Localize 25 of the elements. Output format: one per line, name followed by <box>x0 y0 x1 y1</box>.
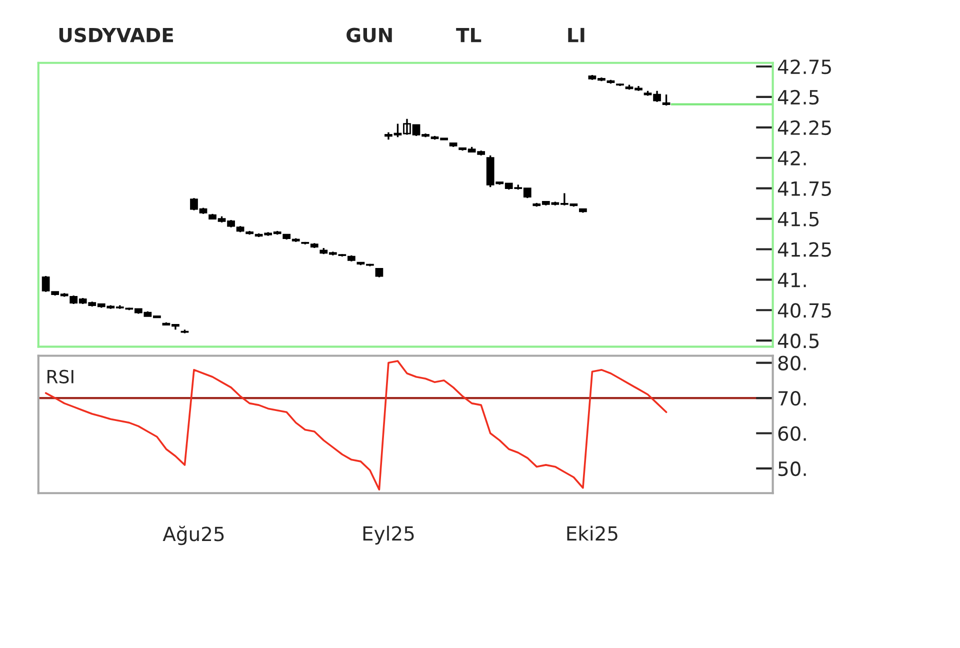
x-tick-label: Eyl25 <box>363 526 414 545</box>
x-tick-label: Eki25 <box>567 526 618 541</box>
y-tick-label: 41. <box>778 272 806 288</box>
x-tick-label: Ağu25 <box>162 526 224 546</box>
y-tick-label: 60. <box>778 426 806 441</box>
y-tick-label: 70. <box>778 390 806 406</box>
candlestick <box>616 82 624 87</box>
text: TL <box>456 28 482 42</box>
chart-title: USDYVADE <box>59 28 173 42</box>
y-tick-label: 42.5 <box>778 90 819 105</box>
text: GUN <box>346 28 392 42</box>
y-tick-label: 40.75 <box>778 303 831 318</box>
text: RSI <box>48 370 74 384</box>
y-tick-label: 50. <box>778 461 806 476</box>
line-series <box>44 360 668 491</box>
y-tick-label: 80. <box>778 356 806 370</box>
candlestick <box>180 328 189 334</box>
y-tick-label: 42. <box>778 150 806 166</box>
text: LI <box>568 28 584 42</box>
y-tick-label: 42.25 <box>778 120 831 136</box>
y-tick-label: 40.5 <box>778 334 819 348</box>
y-tick-label: 42.75 <box>778 59 831 74</box>
y-tick-label: 41.25 <box>778 242 831 257</box>
y-tick-label: 41.75 <box>778 182 831 196</box>
y-tick-label: 41.5 <box>778 212 819 226</box>
